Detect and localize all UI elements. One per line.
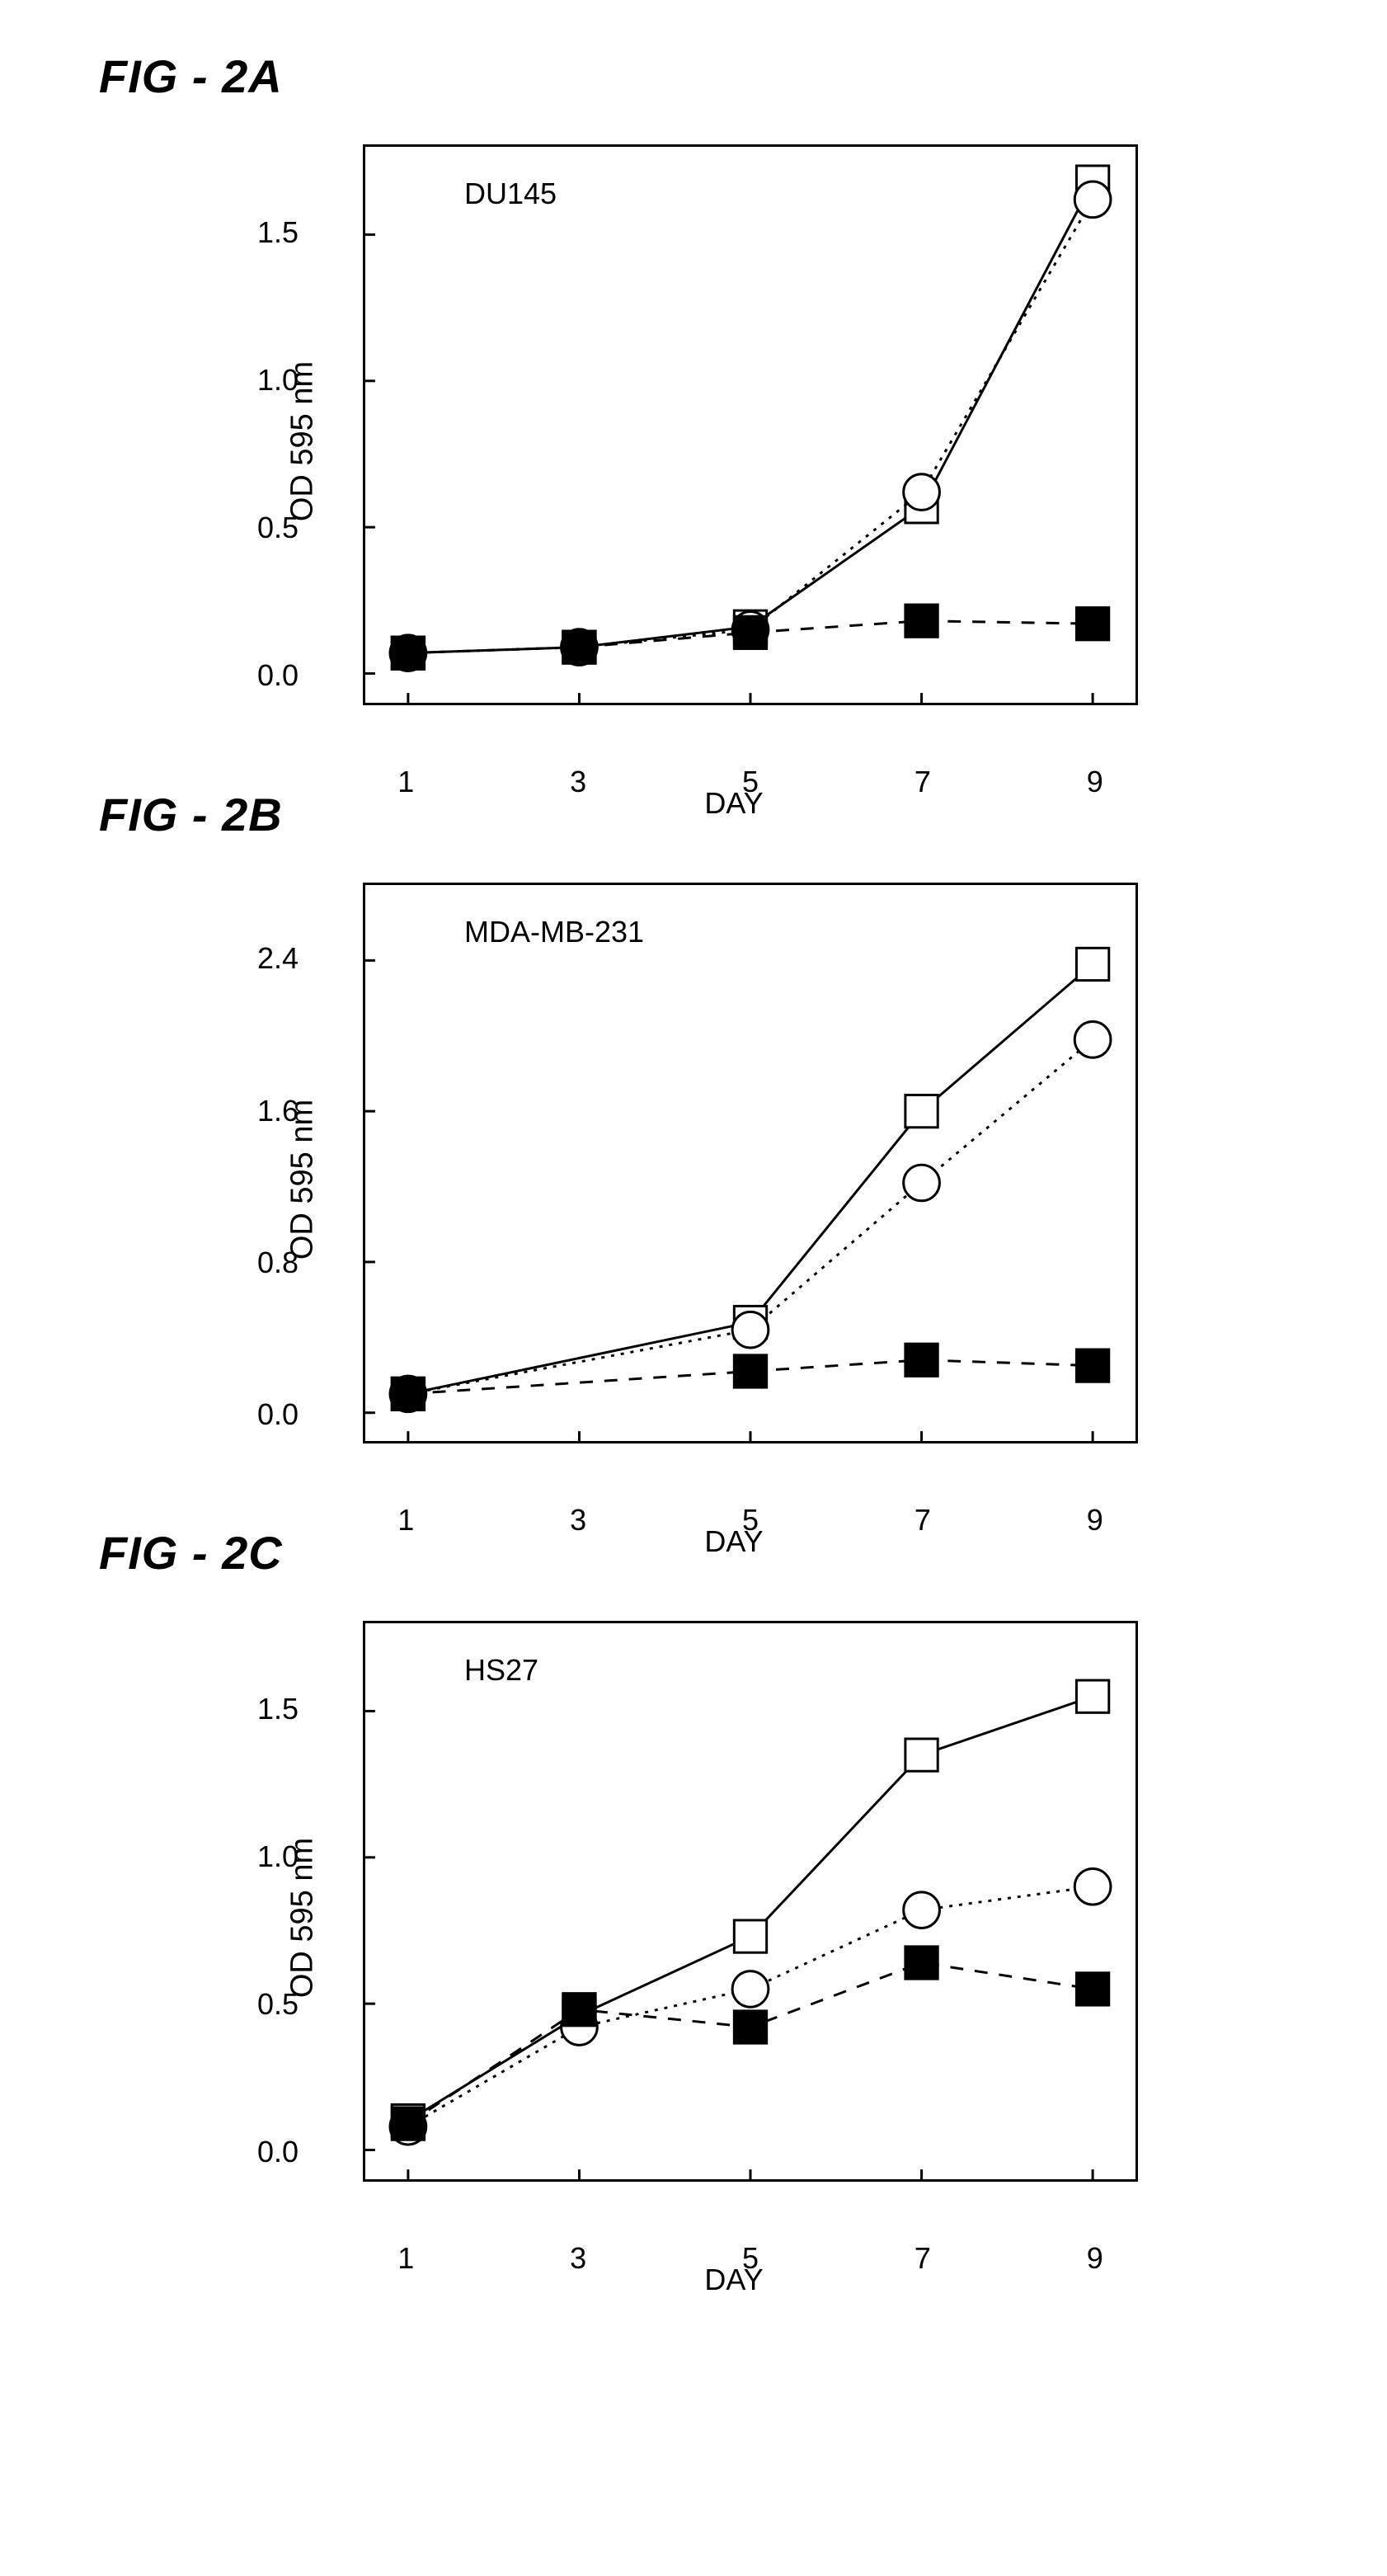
y-tick-label: 0.5 <box>257 511 299 545</box>
plot-area: HS27 <box>363 1621 1138 2182</box>
chart-inner-label: HS27 <box>464 1653 538 1688</box>
figure-title: FIG - 2C <box>99 1526 1288 1580</box>
plot-area: DU145 <box>363 144 1138 705</box>
y-tick-label: 0.5 <box>257 1987 299 2022</box>
chart: OD 595 nmHS270.00.51.01.513579DAY <box>313 1604 1154 2231</box>
y-tick-label: 0.0 <box>257 1397 299 1432</box>
chart-inner-label: MDA-MB-231 <box>464 915 644 949</box>
x-tick-label: 3 <box>570 1503 586 1538</box>
x-tick-label: 1 <box>397 765 414 799</box>
y-tick-label: 0.0 <box>257 2135 299 2169</box>
x-axis-label: DAY <box>704 2263 763 2297</box>
x-axis-label: DAY <box>704 786 763 821</box>
y-tick-label: 1.5 <box>257 1692 299 1726</box>
x-tick-label: 9 <box>1087 765 1103 799</box>
y-tick-label: 1.0 <box>257 363 299 398</box>
chart-inner-label: DU145 <box>464 177 557 211</box>
x-tick-label: 3 <box>570 2241 586 2276</box>
x-tick-label: 3 <box>570 765 586 799</box>
figure-title: FIG - 2B <box>99 788 1288 841</box>
y-tick-label: 1.0 <box>257 1839 299 1874</box>
x-tick-label: 9 <box>1087 2241 1103 2276</box>
y-tick-label: 1.5 <box>257 215 299 250</box>
chart: OD 595 nmMDA-MB-2310.00.81.62.413579DAY <box>313 866 1154 1493</box>
figure-block: FIG - 2A OD 595 nmDU1450.00.51.01.513579D… <box>99 49 1288 755</box>
x-tick-label: 1 <box>397 2241 414 2276</box>
chart: OD 595 nmDU1450.00.51.01.513579DAY <box>313 128 1154 755</box>
figure-block: FIG - 2B OD 595 nmMDA-MB-2310.00.81.62.41… <box>99 788 1288 1493</box>
y-tick-label: 2.4 <box>257 941 299 976</box>
y-tick-label: 0.0 <box>257 658 299 693</box>
x-tick-label: 7 <box>914 2241 931 2276</box>
figures-container: FIG - 2A OD 595 nmDU1450.00.51.01.513579D… <box>99 49 1288 2231</box>
y-tick-label: 1.6 <box>257 1094 299 1128</box>
figure-title: FIG - 2A <box>99 49 1288 103</box>
x-tick-label: 1 <box>397 1503 414 1538</box>
x-axis-label: DAY <box>704 1524 763 1559</box>
y-tick-label: 0.8 <box>257 1246 299 1280</box>
plot-area: MDA-MB-231 <box>363 883 1138 1443</box>
figure-block: FIG - 2C OD 595 nmHS270.00.51.01.513579DA… <box>99 1526 1288 2231</box>
x-tick-label: 9 <box>1087 1503 1103 1538</box>
x-tick-label: 7 <box>914 765 931 799</box>
x-tick-label: 7 <box>914 1503 931 1538</box>
